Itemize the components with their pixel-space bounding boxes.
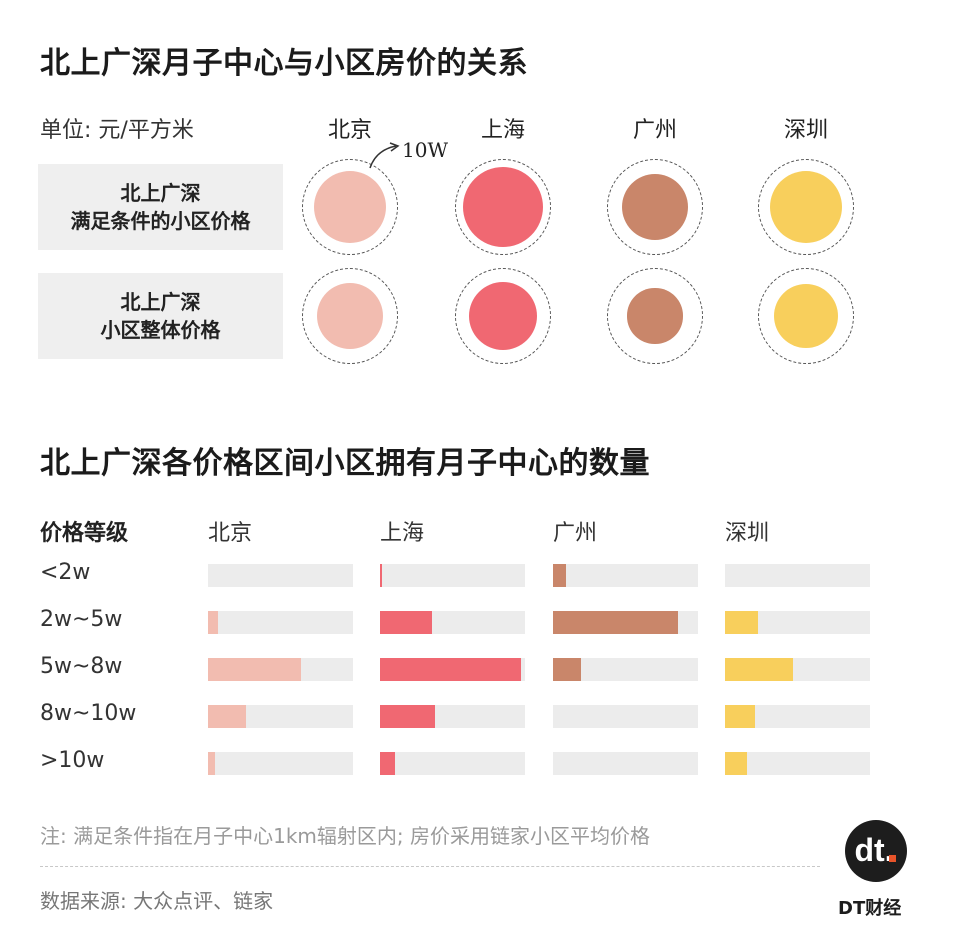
bar-track <box>725 564 870 587</box>
series-header: 广州 <box>553 521 598 546</box>
city-header: 广州 <box>632 118 677 143</box>
bar <box>380 658 521 681</box>
scale-annotation: 10W <box>402 138 449 162</box>
price-tier-label: 5w~8w <box>40 654 123 679</box>
bar <box>208 705 246 728</box>
bar <box>380 752 395 775</box>
bar <box>208 752 216 775</box>
chart-title-2: 北上广深各价格区间小区拥有月子中心的数量 <box>40 446 650 481</box>
bar <box>208 611 219 634</box>
bar-track <box>380 752 525 775</box>
bar-track <box>553 564 698 587</box>
bar-track <box>553 705 698 728</box>
series-header: 上海 <box>380 521 425 546</box>
bar-track <box>725 752 870 775</box>
scale-arrow-icon <box>369 142 400 169</box>
bar-track <box>380 564 525 587</box>
bar <box>725 752 747 775</box>
bar-track <box>553 658 698 681</box>
price-bubble <box>468 281 538 351</box>
price-bubble <box>769 170 843 244</box>
reference-ring <box>455 268 551 364</box>
reference-ring <box>758 268 854 364</box>
bar <box>380 705 436 728</box>
price-bubble <box>316 282 384 350</box>
row-label: 北上广深 小区整体价格 <box>38 273 283 359</box>
price-tier-label: >10w <box>40 748 105 773</box>
price-tier-label: 8w~10w <box>40 701 137 726</box>
data-source: 数据来源: 大众点评、链家 <box>40 889 274 913</box>
bar <box>725 705 756 728</box>
series-header: 北京 <box>208 521 253 546</box>
bar <box>725 611 759 634</box>
bar <box>553 564 567 587</box>
logo-mark: dt. <box>854 832 893 868</box>
row-header: 价格等级 <box>40 521 129 546</box>
unit-label: 单位: 元/平方米 <box>40 118 194 143</box>
footnote: 注: 满足条件指在月子中心1km辐射区内; 房价采用链家小区平均价格 <box>40 824 650 848</box>
price-bubble <box>773 283 839 349</box>
bar-track <box>208 752 353 775</box>
bar <box>380 611 433 634</box>
city-header: 北京 <box>327 118 372 143</box>
bar <box>380 564 382 587</box>
price-tier-label: 2w~5w <box>40 607 123 632</box>
logo-text: DT财经 <box>838 898 902 919</box>
bar-track <box>208 611 353 634</box>
bar <box>208 658 301 681</box>
city-header: 深圳 <box>783 118 828 143</box>
bar-track <box>553 752 698 775</box>
reference-ring <box>758 159 854 255</box>
price-tier-label: <2w <box>40 560 91 585</box>
price-bubble <box>313 170 387 244</box>
bar <box>553 658 581 681</box>
reference-ring <box>455 159 551 255</box>
bar <box>553 611 678 634</box>
bar-track <box>725 705 870 728</box>
price-bubble <box>621 173 689 241</box>
bar <box>725 658 794 681</box>
row-label: 北上广深 满足条件的小区价格 <box>38 164 283 250</box>
footer-divider <box>40 866 820 867</box>
chart-title-1: 北上广深月子中心与小区房价的关系 <box>40 46 528 81</box>
price-bubble <box>627 288 683 344</box>
dt-logo-icon: dt. <box>845 820 907 882</box>
reference-ring <box>607 159 703 255</box>
price-bubble <box>462 166 544 248</box>
reference-ring <box>302 268 398 364</box>
bar-track <box>725 611 870 634</box>
city-header: 上海 <box>480 118 525 143</box>
series-header: 深圳 <box>725 521 770 546</box>
reference-ring <box>302 159 398 255</box>
reference-ring <box>607 268 703 364</box>
bar-track <box>208 564 353 587</box>
